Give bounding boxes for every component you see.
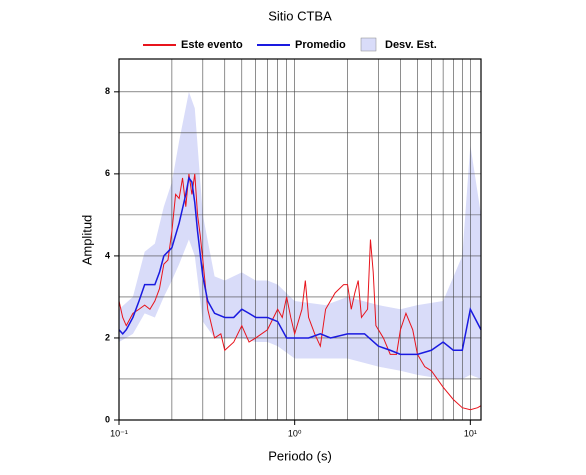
x-tick-label: 10⁰ — [288, 428, 302, 438]
series-line — [118, 173, 482, 411]
legend-swatch — [360, 37, 377, 52]
y-tick-label: 4 — [105, 250, 110, 260]
y-tick-label: 2 — [105, 332, 110, 342]
x-axis-label: Periodo (s) — [268, 448, 332, 463]
x-tick-label: 10¹ — [464, 428, 477, 438]
legend-label: Promedio — [295, 39, 346, 51]
x-tick-label: 10⁻¹ — [110, 428, 128, 438]
plot-frame — [118, 58, 482, 421]
chart-title: Sitio CTBA — [268, 8, 332, 23]
legend-label: Desv. Est. — [385, 39, 437, 51]
legend-label: Este evento — [181, 39, 243, 51]
series-line — [118, 176, 482, 356]
y-tick-label: 8 — [105, 86, 110, 96]
std-band — [119, 91, 481, 379]
y-tick-label: 6 — [105, 168, 110, 178]
y-tick-label: 0 — [105, 414, 110, 424]
y-axis-label: Amplitud — [79, 215, 94, 266]
